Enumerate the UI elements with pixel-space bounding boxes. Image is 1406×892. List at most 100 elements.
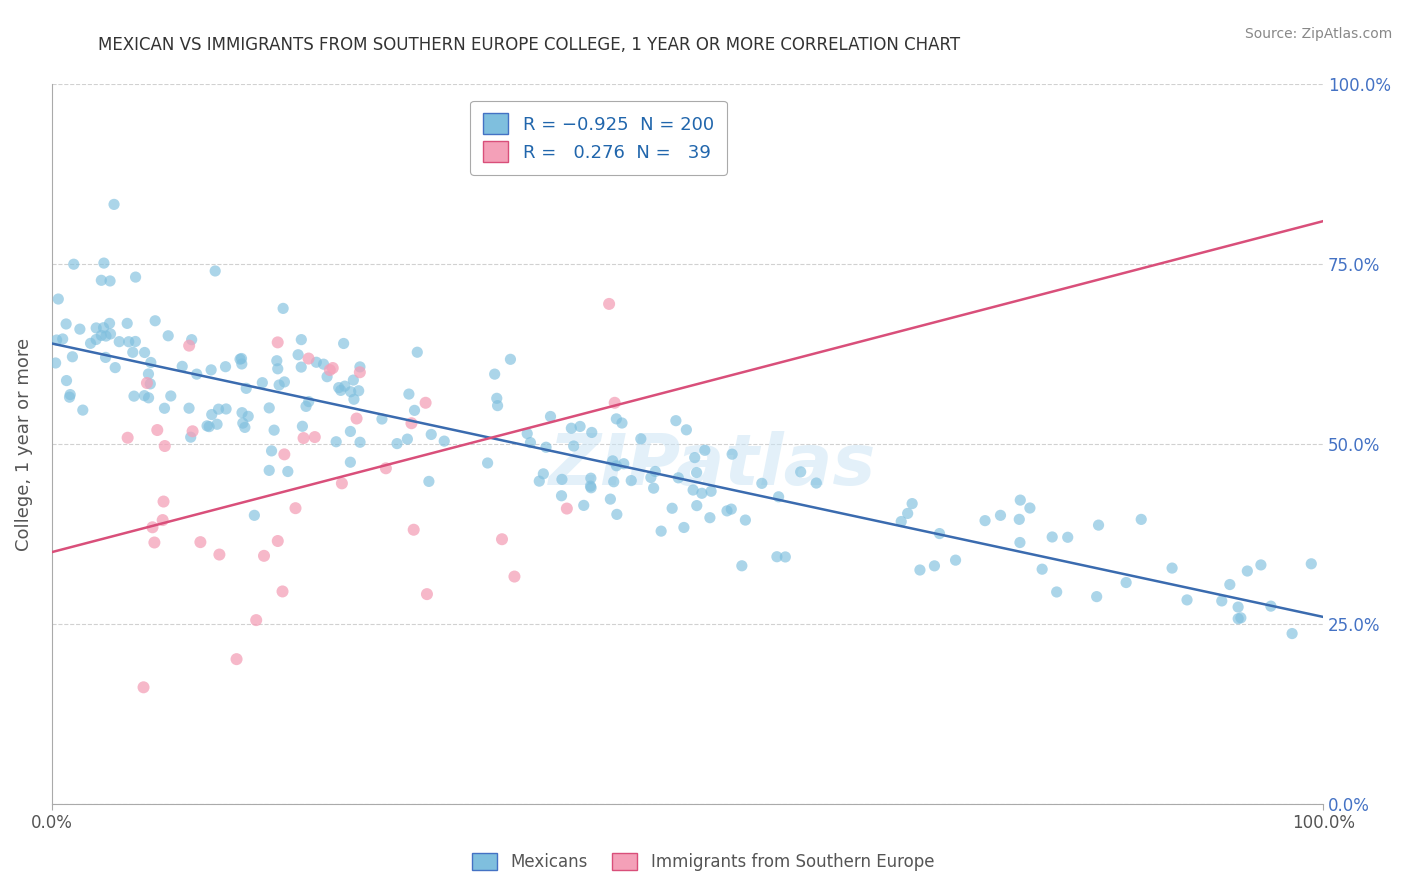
Point	[118, 334, 141, 349]
Point	[94, 329, 117, 343]
Point	[650, 524, 672, 538]
Point	[685, 466, 707, 480]
Point	[721, 447, 744, 461]
Point	[603, 396, 626, 410]
Point	[1008, 535, 1031, 549]
Point	[1227, 600, 1250, 615]
Point	[644, 465, 666, 479]
Point	[675, 423, 697, 437]
Point	[731, 558, 754, 573]
Point	[238, 409, 260, 424]
Point	[1281, 626, 1303, 640]
Point	[682, 483, 704, 497]
Point	[486, 399, 509, 413]
Point	[602, 454, 624, 468]
Text: MEXICAN VS IMMIGRANTS FROM SOUTHERN EUROPE COLLEGE, 1 YEAR OR MORE CORRELATION C: MEXICAN VS IMMIGRANTS FROM SOUTHERN EURO…	[98, 36, 960, 54]
Point	[124, 270, 146, 285]
Point	[124, 334, 146, 349]
Point	[806, 476, 828, 491]
Point	[98, 274, 121, 288]
Point	[146, 423, 169, 437]
Point	[269, 378, 291, 392]
Point	[252, 376, 274, 390]
Point	[253, 549, 276, 563]
Point	[207, 402, 229, 417]
Point	[401, 416, 423, 430]
Point	[104, 360, 127, 375]
Point	[328, 381, 350, 395]
Point	[181, 425, 204, 439]
Point	[205, 417, 228, 432]
Point	[339, 425, 361, 439]
Point	[330, 476, 353, 491]
Point	[292, 431, 315, 445]
Point	[690, 486, 713, 500]
Point	[79, 336, 101, 351]
Point	[385, 436, 408, 450]
Point	[134, 389, 156, 403]
Point	[768, 490, 790, 504]
Point	[284, 501, 307, 516]
Point	[333, 379, 356, 393]
Point	[349, 359, 371, 374]
Point	[579, 471, 602, 485]
Point	[1046, 585, 1069, 599]
Point	[606, 508, 628, 522]
Point	[503, 569, 526, 583]
Point	[491, 533, 513, 547]
Point	[108, 334, 131, 349]
Point	[349, 435, 371, 450]
Point	[672, 520, 695, 534]
Point	[775, 549, 797, 564]
Point	[121, 345, 143, 359]
Point	[924, 558, 946, 573]
Point	[84, 321, 107, 335]
Point	[287, 348, 309, 362]
Point	[316, 369, 339, 384]
Point	[157, 328, 180, 343]
Point	[1260, 599, 1282, 614]
Point	[267, 361, 290, 376]
Point	[477, 456, 499, 470]
Point	[225, 652, 247, 666]
Point	[396, 432, 419, 446]
Point	[579, 481, 602, 495]
Point	[201, 408, 224, 422]
Point	[406, 345, 429, 359]
Point	[562, 439, 585, 453]
Point	[531, 467, 554, 481]
Text: Source: ZipAtlas.com: Source: ZipAtlas.com	[1244, 27, 1392, 41]
Point	[62, 350, 84, 364]
Point	[93, 256, 115, 270]
Point	[90, 328, 112, 343]
Point	[243, 508, 266, 523]
Point	[1175, 593, 1198, 607]
Point	[613, 457, 636, 471]
Point	[291, 419, 314, 434]
Point	[260, 443, 283, 458]
Point	[1211, 594, 1233, 608]
Point	[325, 434, 347, 449]
Point	[143, 314, 166, 328]
Point	[69, 322, 91, 336]
Point	[235, 381, 257, 395]
Point	[134, 345, 156, 359]
Point	[666, 471, 689, 485]
Point	[177, 401, 200, 416]
Point	[305, 355, 328, 369]
Point	[267, 534, 290, 549]
Point	[232, 416, 254, 430]
Point	[190, 535, 212, 549]
Point	[683, 450, 706, 465]
Point	[540, 409, 562, 424]
Point	[569, 419, 592, 434]
Point	[329, 384, 352, 398]
Point	[266, 353, 288, 368]
Point	[312, 357, 335, 371]
Point	[93, 320, 115, 334]
Point	[1040, 530, 1063, 544]
Point	[273, 375, 295, 389]
Point	[349, 365, 371, 379]
Point	[45, 356, 67, 370]
Point	[734, 513, 756, 527]
